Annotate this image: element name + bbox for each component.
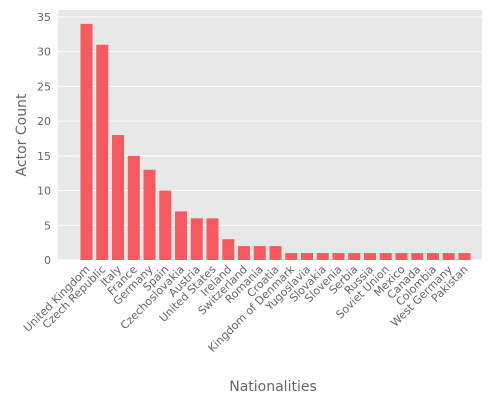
bar-united-kingdom	[80, 23, 93, 261]
bar-slovenia	[332, 253, 345, 260]
bar-kingdom-of-denmark	[285, 253, 298, 260]
bar-united-states	[206, 218, 219, 260]
y-tick-label: 5	[44, 219, 51, 232]
y-tick-label: 15	[37, 150, 51, 163]
bar-slovakia	[316, 253, 329, 260]
bar-yugoslavia	[301, 253, 313, 260]
x-tick-label: United Kingdom	[21, 263, 93, 335]
bar-croatia	[269, 246, 282, 260]
bar-austria	[190, 218, 203, 260]
y-axis-title: Actor Count	[14, 93, 30, 176]
y-tick-label: 25	[37, 80, 51, 93]
bar-canada	[411, 253, 424, 260]
bar-czech-republic	[96, 44, 109, 260]
bar-west-germany	[442, 253, 455, 260]
bar-italy	[112, 135, 124, 260]
y-tick-label: 30	[37, 46, 51, 59]
x-axis-title: Nationalities	[229, 379, 317, 395]
bar-mexico	[395, 253, 408, 260]
y-tick-label: 10	[37, 185, 51, 198]
bar-ireland	[222, 239, 235, 260]
bar-switzerland	[238, 246, 250, 260]
y-tick-label: 0	[44, 254, 51, 267]
bar-serbia	[348, 253, 361, 260]
bar-soviet-union	[379, 253, 392, 260]
bar-france	[127, 155, 140, 260]
bar-germany	[143, 169, 156, 260]
y-tick-label: 20	[37, 115, 51, 128]
bar-pakistan	[458, 253, 471, 260]
bar-colombia	[427, 253, 439, 260]
bar-romania	[253, 246, 266, 260]
bar-czechoslovakia	[175, 211, 187, 260]
bars	[80, 23, 471, 261]
bar-spain	[159, 190, 172, 260]
bar-russia	[364, 253, 376, 260]
y-tick-labels: 0 5 10 15 20 25 30 35	[37, 11, 51, 267]
y-tick-label: 35	[37, 11, 51, 24]
